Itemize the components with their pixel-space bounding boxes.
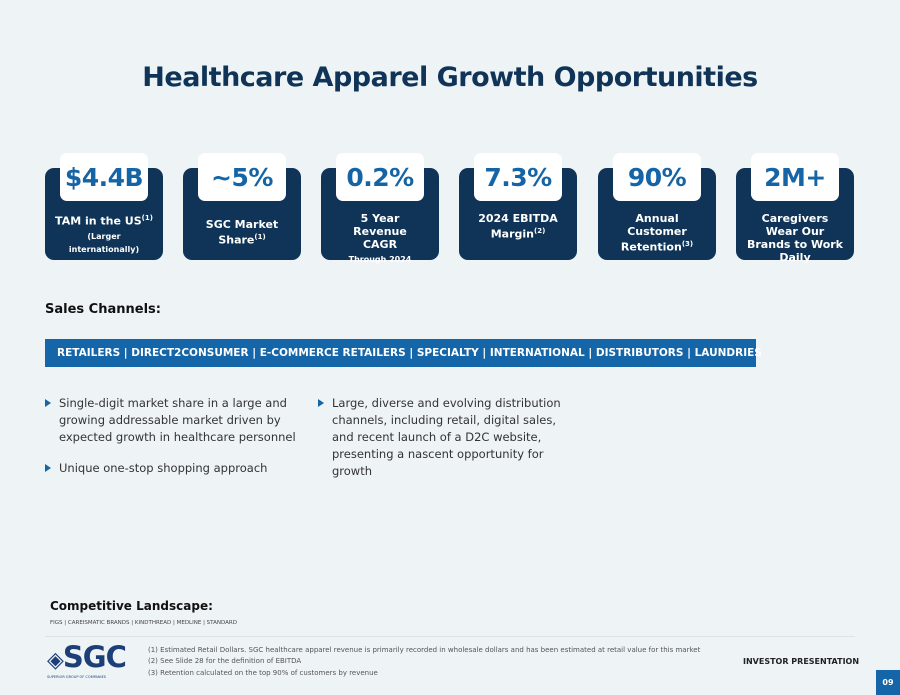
arrow-bullet-icon	[45, 464, 51, 472]
bullet-text: Unique one-stop shopping approach	[59, 461, 268, 475]
bullet-item: Unique one-stop shopping approach	[45, 460, 315, 477]
sgc-logo: ◈SGC SUPERIOR GROUP OF COMPANIES	[47, 640, 132, 680]
footnote-ref: (2)	[534, 227, 546, 235]
metric-label: 5 Year Revenue CAGR Through 2024	[321, 212, 439, 266]
page-number: 09	[876, 670, 900, 695]
metric-value: 90%	[613, 153, 701, 201]
label-text: Caregivers Wear Our Brands to Work Daily	[747, 212, 843, 264]
bullet-item: Single-digit market share in a large and…	[45, 395, 315, 446]
metric-label: TAM in the US(1) (Larger internationally)	[45, 212, 163, 256]
logo-mark-icon: ◈	[47, 648, 64, 673]
metric-value: $4.4B	[60, 153, 148, 201]
metric-card-cagr: 0.2% 5 Year Revenue CAGR Through 2024	[321, 153, 439, 264]
competitive-heading: Competitive Landscape:	[50, 599, 213, 613]
metric-label: 2024 EBITDA Margin(2)	[459, 212, 577, 241]
footnote: (3) Retention calculated on the top 90% …	[148, 669, 378, 677]
label-text: Annual Customer Retention	[620, 212, 687, 254]
sales-channels-banner: RETAILERS | DIRECT2CONSUMER | E-COMMERCE…	[45, 339, 762, 367]
label-sub: Through 2024	[348, 255, 412, 264]
metric-card-retention: 90% Annual Customer Retention(3)	[598, 153, 716, 260]
bullet-item: Large, diverse and evolving distribution…	[318, 395, 568, 480]
metric-card-tam: $4.4B TAM in the US(1) (Larger internatio…	[45, 153, 163, 260]
label-text: 2024 EBITDA Margin	[478, 212, 558, 241]
page-title: Healthcare Apparel Growth Opportunities	[142, 62, 758, 93]
footnote-ref: (3)	[681, 240, 694, 248]
label-text: 5 Year Revenue CAGR	[353, 212, 407, 251]
logo-tagline: SUPERIOR GROUP OF COMPANIES	[47, 675, 107, 679]
metric-value: ~5%	[198, 153, 286, 201]
competitor-list: FIGS | CAREISMATIC BRANDS | KINDTHREAD |…	[50, 620, 237, 626]
footnote-ref: (1)	[141, 214, 153, 222]
divider	[45, 636, 855, 637]
bullet-text: Large, diverse and evolving distribution…	[332, 396, 561, 478]
metric-card-market-share: ~5% SGC Market Share(1)	[183, 153, 301, 260]
footnote: (2) See Slide 28 for the definition of E…	[148, 657, 302, 665]
label-sub: (Larger internationally)	[68, 231, 140, 254]
sales-channels-heading: Sales Channels:	[45, 302, 161, 317]
metric-label: Caregivers Wear Our Brands to Work Daily	[736, 212, 854, 264]
label-text: SGC Market Share	[205, 218, 279, 247]
label-text: TAM in the US	[55, 214, 142, 228]
bullet-text: Single-digit market share in a large and…	[59, 396, 296, 444]
footnote: (1) Estimated Retail Dollars. SGC health…	[148, 646, 701, 654]
metric-value: 0.2%	[336, 153, 424, 201]
arrow-bullet-icon	[45, 399, 51, 407]
investor-presentation-label: INVESTOR PRESENTATION	[743, 657, 860, 666]
arrow-bullet-icon	[318, 399, 324, 407]
metric-label: SGC Market Share(1)	[183, 218, 301, 247]
metric-card-caregivers: 2M+ Caregivers Wear Our Brands to Work D…	[736, 153, 854, 264]
metric-card-ebitda: 7.3% 2024 EBITDA Margin(2)	[459, 153, 577, 260]
metric-label: Annual Customer Retention(3)	[598, 212, 716, 254]
metric-value: 7.3%	[474, 153, 562, 201]
metric-value: 2M+	[751, 153, 839, 201]
footnote-ref: (1)	[254, 233, 266, 241]
logo-text: SGC	[62, 640, 127, 674]
